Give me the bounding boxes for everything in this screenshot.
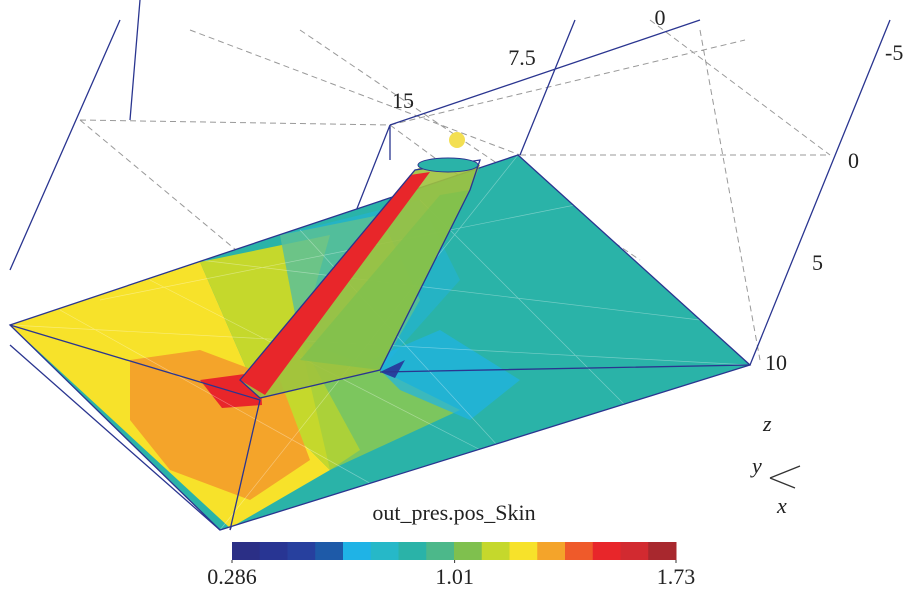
colorbar-bin: [621, 542, 649, 560]
colorbar-bin: [232, 542, 260, 560]
axis-tick-label: 7.5: [508, 45, 536, 70]
axis-tick-label: -5: [885, 40, 903, 65]
triad-label: y: [750, 453, 762, 478]
triad: [770, 466, 800, 488]
colorbar-bin: [371, 542, 399, 560]
colorbar-bin: [399, 542, 427, 560]
colorbar-tick-label: 1.01: [435, 564, 474, 589]
colorbar-bin: [315, 542, 343, 560]
colorbar-bin: [343, 542, 371, 560]
triad-label: x: [776, 493, 787, 518]
axis-tick-label: 15: [392, 88, 414, 113]
axis-tick-label: 5: [812, 250, 823, 275]
colorbar-bin: [426, 542, 454, 560]
colorbar-bin: [593, 542, 621, 560]
colorbar-bin: [565, 542, 593, 560]
colorbar-bin: [537, 542, 565, 560]
colorbar-bin: [454, 542, 482, 560]
triad-label: z: [762, 411, 772, 436]
colorbar-bin: [482, 542, 510, 560]
scene: 15 7.5 0 -5 0 5 10 z y x out_pres.pos_Sk…: [0, 0, 918, 592]
axis-tick-label: 0: [848, 148, 859, 173]
axis-tick-label: 0: [655, 5, 666, 30]
colorbar-bin: [510, 542, 538, 560]
colorbar-bin: [260, 542, 288, 560]
axis-tick-label: 10: [765, 350, 787, 375]
colorbar-tick-label: 0.286: [207, 564, 257, 589]
colorbar-tick-label: 1.73: [657, 564, 696, 589]
colorbar-title: out_pres.pos_Skin: [372, 500, 535, 525]
colorbar-bin: [648, 542, 676, 560]
colorbar-bin: [288, 542, 316, 560]
